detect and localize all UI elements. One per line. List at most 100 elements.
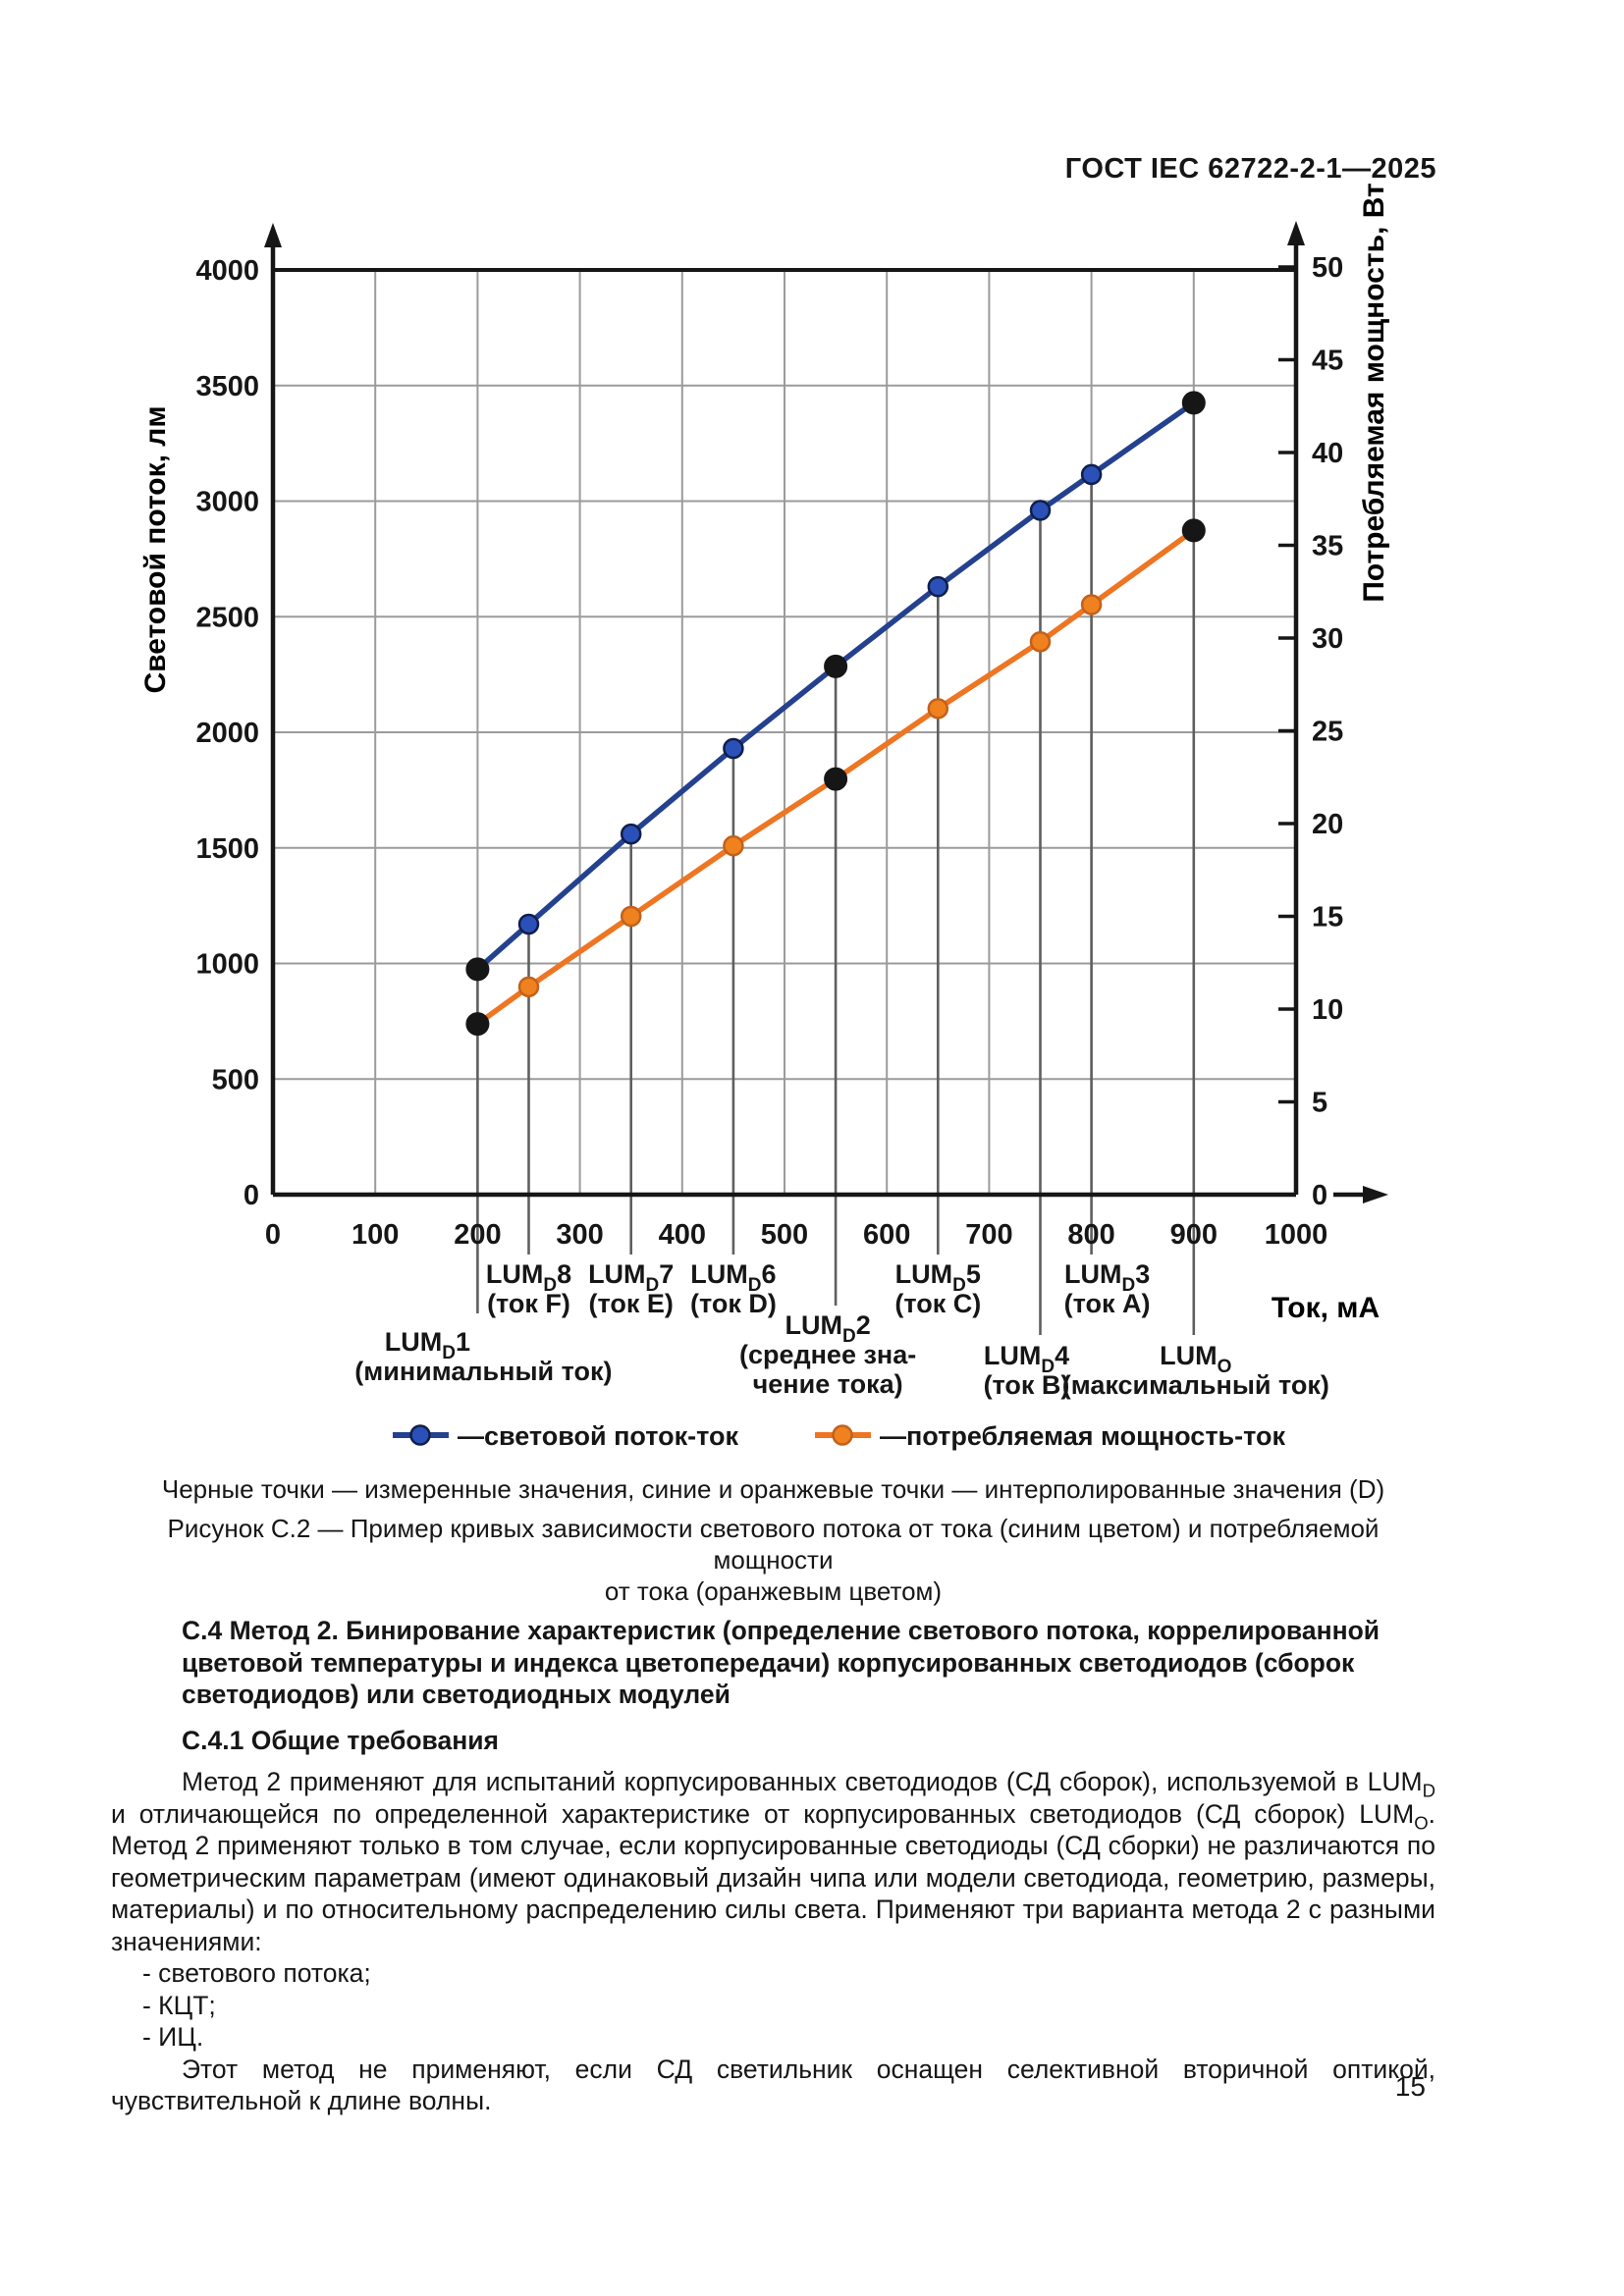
figure-c2-chart: 0500100015002000250030003500400005101520… [139,183,1390,1451]
interpolated-point [1029,500,1052,521]
figure-caption-line2: от тока (оранжевым цветом) [604,1576,943,1606]
svg-text:200: 200 [454,1219,501,1251]
x-axis-title: Ток, мА [1272,1292,1380,1324]
svg-text:LUMD7: LUMD7 [588,1259,674,1296]
svg-text:(максимальный ток): (максимальный ток) [1062,1370,1329,1400]
list-item: - ИЦ. [142,2022,204,2052]
interpolated-point [517,976,540,998]
document-header: ГОСТ IEC 62722-2-1—2025 [1064,153,1436,185]
svg-text:20: 20 [1312,809,1343,840]
interpolated-point [927,575,949,598]
svg-text:3500: 3500 [195,371,259,402]
svg-text:(ток D): (ток D) [690,1289,777,1318]
svg-text:500: 500 [212,1064,259,1095]
svg-text:LUMD6: LUMD6 [690,1259,776,1296]
svg-text:0: 0 [1312,1180,1327,1211]
svg-text:100: 100 [352,1219,399,1251]
svg-text:(минимальный ток): (минимальный ток) [354,1357,612,1386]
svg-text:30: 30 [1312,623,1343,655]
svg-text:LUMD2: LUMD2 [785,1310,870,1347]
svg-text:600: 600 [863,1219,910,1251]
svg-text:5: 5 [1312,1088,1327,1119]
svg-text:35: 35 [1312,531,1343,562]
svg-text:3000: 3000 [195,487,259,518]
measured-point [465,1012,490,1037]
svg-text:700: 700 [965,1219,1012,1251]
svg-text:25: 25 [1312,717,1343,748]
legend-label: —потребляемая мощность-ток [880,1421,1285,1451]
interpolated-point [517,913,540,935]
point-labels: LUMD1(минимальный ток)LUMD8(ток F)LUMD7(… [354,1259,1329,1400]
svg-text:1000: 1000 [195,949,259,981]
svg-text:10: 10 [1312,994,1343,1026]
section-heading: С.4 Метод 2. Бинирование характеристик (… [182,1616,1380,1709]
svg-text:45: 45 [1312,346,1343,377]
interpolated-point [620,905,642,928]
interpolated-point [927,698,949,720]
interpolated-point [1029,631,1052,653]
chart-legend: —световой поток-ток —потребляемая мощност… [393,1421,1285,1451]
measured-point [1181,518,1206,543]
svg-text:2000: 2000 [195,718,259,749]
svg-text:300: 300 [556,1219,603,1251]
svg-text:800: 800 [1067,1219,1114,1251]
svg-text:LUMO: LUMO [1160,1341,1231,1377]
legend-swatch-dot [832,1424,853,1446]
right-axis-arrow-icon [1287,221,1305,245]
interpolated-point [1080,463,1103,486]
svg-text:400: 400 [659,1219,706,1251]
svg-text:15: 15 [1312,902,1343,934]
svg-text:40: 40 [1312,438,1343,469]
measured-point [465,957,490,982]
measured-point [824,767,848,791]
interpolated-point [1080,594,1103,615]
gridlines [273,270,1296,1195]
subsection-heading: С.4.1 Общие требования [182,1725,499,1755]
list-item: - светового потока; [142,1958,371,1988]
svg-text:2500: 2500 [195,602,259,633]
svg-text:LUMD3: LUMD3 [1064,1259,1150,1296]
interpolated-point [620,823,642,845]
paragraph-2: Этот метод не применяют, если СД светиль… [111,2054,1435,2116]
right-axis-title: Потребляемая мощность, Вт [1358,183,1390,602]
legend-swatch-dot [409,1424,431,1446]
svg-text:0: 0 [244,1180,259,1211]
svg-text:4000: 4000 [195,255,259,287]
svg-text:LUMD8: LUMD8 [486,1259,571,1296]
measured-point [1181,391,1206,415]
svg-text:50: 50 [1312,252,1343,284]
svg-text:(ток F): (ток F) [487,1289,570,1318]
measured-point [824,654,848,678]
page-number: 15 [1394,2071,1426,2102]
figure-caption: Рисунок С.2 — Пример кривых зависимости … [111,1513,1435,1607]
svg-text:LUMD4: LUMD4 [984,1341,1069,1377]
svg-text:LUMD1: LUMD1 [385,1327,470,1363]
x-axis-arrow-icon [1363,1186,1388,1203]
svg-text:(ток B): (ток B) [984,1370,1070,1400]
section-c4: С.4 Метод 2. Бинирование характеристик (… [111,1615,1435,2117]
svg-text:(ток C): (ток C) [894,1289,981,1318]
svg-text:500: 500 [761,1219,808,1251]
list-item: - КЦТ; [142,1990,216,2020]
svg-text:1000: 1000 [1265,1219,1328,1251]
svg-text:(среднее зна-: (среднее зна- [739,1340,916,1369]
series [465,391,1206,1037]
paragraph-1: Метод 2 применяют для испытаний корпусир… [111,1767,1435,1956]
left-axis-title: Световой поток, лм [139,405,172,693]
svg-text:чение тока): чение тока) [753,1369,903,1399]
svg-text:0: 0 [265,1219,281,1251]
figure-caption-line1: Рисунок С.2 — Пример кривых зависимости … [167,1514,1380,1575]
svg-text:900: 900 [1170,1219,1218,1251]
svg-text:(ток E): (ток E) [589,1289,674,1318]
svg-text:(ток A): (ток A) [1064,1289,1151,1318]
interpolated-point [723,737,744,760]
axes [264,221,1388,1203]
svg-text:LUMD5: LUMD5 [895,1259,981,1296]
interpolated-point [723,834,744,857]
left-axis-arrow-icon [264,223,282,247]
figure-note: Черные точки — измеренные значения, сини… [161,1474,1385,1504]
legend-label: —световой поток-ток [458,1421,738,1451]
tick-labels: 0500100015002000250030003500400005101520… [195,252,1343,1251]
svg-text:1500: 1500 [195,833,259,865]
